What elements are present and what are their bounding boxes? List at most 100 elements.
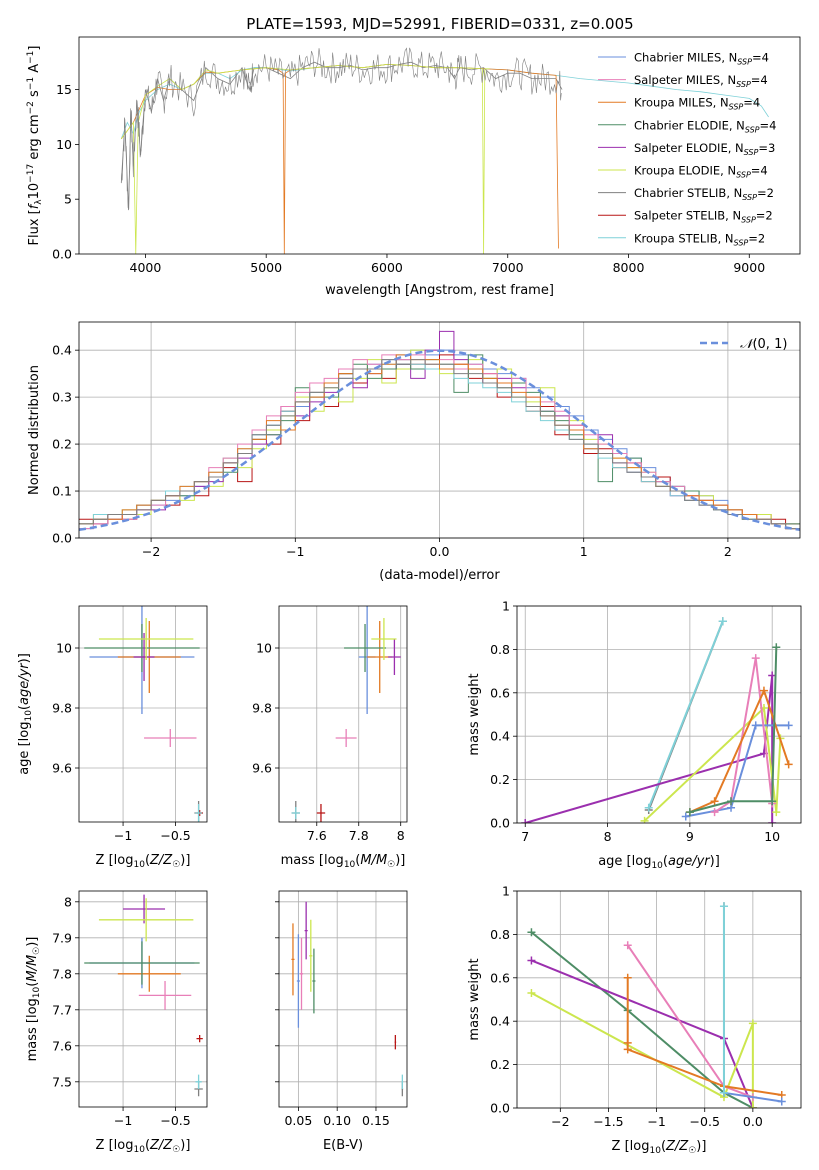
- series-chabrier-miles: [723, 1091, 782, 1103]
- y-tick-label: 10: [256, 641, 272, 656]
- plot-area: [79, 330, 800, 532]
- legend-label: Chabrier ELODIE, NSSP=4: [634, 118, 776, 134]
- x-axis-label: age [log10(age/yr)]: [598, 854, 720, 871]
- series-marker: [623, 1045, 632, 1054]
- axes-frame: [78, 890, 208, 1108]
- panel-mass-weight-vs-Z: −2 −1.5 −1 −0.5 0.0 0.0 0.2 0.4 0.6 0.8 1 Z [log10(…: [467, 884, 802, 1156]
- panel-mass-vs-Z: −1 −0.5 7.5 7.6 7.7 7.8 7.9 8 Z [log10(Z/Z☉)] mas…: [25, 890, 208, 1155]
- y-tick-label: 0.4: [490, 729, 510, 744]
- spectrum-noise: [120, 47, 562, 210]
- y-axis-label: Normed distribution: [27, 365, 42, 495]
- y-tick-label: 0.2: [490, 1057, 510, 1072]
- series-salpeter-miles: [714, 657, 774, 813]
- x-tick-label: 7.8: [349, 828, 369, 843]
- series-marker: [681, 812, 690, 821]
- y-tick-label: 0.2: [52, 437, 72, 452]
- figure-title: PLATE=1593, MJD=52991, FIBERID=0331, z=0…: [246, 15, 633, 33]
- y-tick-label: 0.4: [52, 343, 72, 358]
- y-tick-label: 5: [64, 192, 72, 207]
- series-marker: [748, 1019, 757, 1028]
- series-marker: [759, 686, 768, 695]
- x-tick-label: −1.5: [593, 1114, 623, 1129]
- y-tick-label: 0.8: [490, 927, 510, 942]
- x-tick-label: 8000: [613, 260, 645, 275]
- error-bar-kroupa-miles: [367, 621, 393, 693]
- error-bar-salpeter-miles: [144, 729, 197, 747]
- x-tick-label: 10: [764, 829, 780, 844]
- x-tick-label: 0.10: [323, 1113, 351, 1128]
- axes-frame: [278, 605, 408, 823]
- series-marker: [719, 902, 728, 911]
- plot-area: [291, 606, 401, 822]
- series-marker: [527, 956, 536, 965]
- series-marker: [640, 816, 649, 823]
- x-tick-label: −1: [114, 828, 132, 843]
- x-axis-label: wavelength [Angstrom, rest frame]: [325, 283, 554, 298]
- x-tick-label: −1: [114, 1113, 132, 1128]
- error-bar-kroupa-elodie: [371, 618, 397, 660]
- series-kroupa-stelib: [647, 620, 724, 809]
- axes-frame: [278, 890, 408, 1108]
- error-bar-salpeter-elodie: [123, 894, 166, 924]
- legend: Chabrier MILES, NSSP=4 Salpeter MILES, NS…: [598, 51, 776, 247]
- y-tick-label: 0.6: [490, 685, 510, 700]
- x-tick-label: 0.05: [284, 1113, 312, 1128]
- y-tick-label: 0.6: [490, 970, 510, 985]
- error-bar-salpeter-elodie: [304, 901, 308, 960]
- y-tick-label: 10: [56, 137, 72, 152]
- legend-label: Salpeter STELIB, NSSP=2: [634, 209, 773, 225]
- x-tick-label: −1: [286, 544, 304, 559]
- x-axis-label: E(B-V): [323, 1138, 363, 1153]
- error-bar-kroupa-elodie: [98, 898, 194, 942]
- series-marker: [748, 1104, 757, 1108]
- axes-frame: [78, 36, 801, 255]
- y-tick-label: 10: [56, 641, 72, 656]
- error-bar-kroupa-elodie: [309, 919, 313, 992]
- error-bar-salpeter-miles: [335, 729, 357, 747]
- x-tick-label: 1: [580, 544, 588, 559]
- series-marker: [772, 643, 781, 652]
- y-tick-label: 7.8: [52, 966, 72, 981]
- series-marker: [527, 928, 536, 937]
- x-axis-label: mass [log10(M/M☉)]: [281, 853, 406, 870]
- y-axis-label: Flux [fλ10−17 erg cm−2 s−1 A−1]: [26, 46, 44, 246]
- series-marker: [718, 617, 727, 626]
- error-bar-chabrier-elodie: [84, 624, 200, 672]
- y-tick-label: 0.2: [490, 772, 510, 787]
- axes-frame: [516, 890, 802, 1109]
- y-tick-label: 7.6: [52, 1038, 72, 1053]
- error-bar-chabrier-elodie: [344, 624, 387, 672]
- x-axis-label: Z [log10(Z/Z☉)]: [96, 1138, 191, 1155]
- y-tick-label: 0.4: [490, 1014, 510, 1029]
- series-marker: [527, 988, 536, 997]
- error-bar-salpeter-stelib: [196, 1035, 203, 1043]
- error-bar-chabrier-elodie: [84, 941, 200, 985]
- series-kroupa-elodie: [643, 705, 782, 822]
- legend-label: Salpeter ELODIE, NSSP=3: [634, 141, 775, 157]
- series-marker: [719, 1088, 728, 1097]
- error-bar-kroupa-stelib: [195, 804, 202, 822]
- axes-frame: [516, 605, 802, 824]
- x-tick-label: 2: [724, 544, 732, 559]
- plot-area: [120, 61, 769, 254]
- x-tick-label: 4000: [130, 260, 162, 275]
- y-tick-label: 9.6: [52, 761, 72, 776]
- series-marker: [751, 654, 760, 663]
- series-marker: [768, 819, 777, 823]
- series-marker: [768, 797, 777, 806]
- error-bar-salpeter-stelib: [316, 804, 326, 822]
- series-marker: [623, 973, 632, 982]
- panel-residual-histogram: −2 −1 0.0 1 2 0.0 0.1 0.2 0.3 0.4 (data-model)/err…: [27, 321, 801, 583]
- series-marker: [685, 808, 694, 817]
- x-tick-label: 5000: [250, 260, 282, 275]
- x-tick-label: −2: [551, 1114, 569, 1129]
- y-tick-label: 7.7: [52, 1002, 72, 1017]
- error-bar-kroupa-miles: [117, 955, 181, 992]
- series-kroupa-miles: [689, 687, 790, 814]
- histogram-chabrier-stelib: [79, 359, 800, 530]
- y-tick-label: 0.0: [490, 816, 510, 831]
- plot-area: [527, 902, 786, 1108]
- series-marker: [710, 808, 719, 817]
- y-tick-label: 0.1: [52, 484, 72, 499]
- legend-label: Kroupa STELIB, NSSP=2: [634, 231, 765, 247]
